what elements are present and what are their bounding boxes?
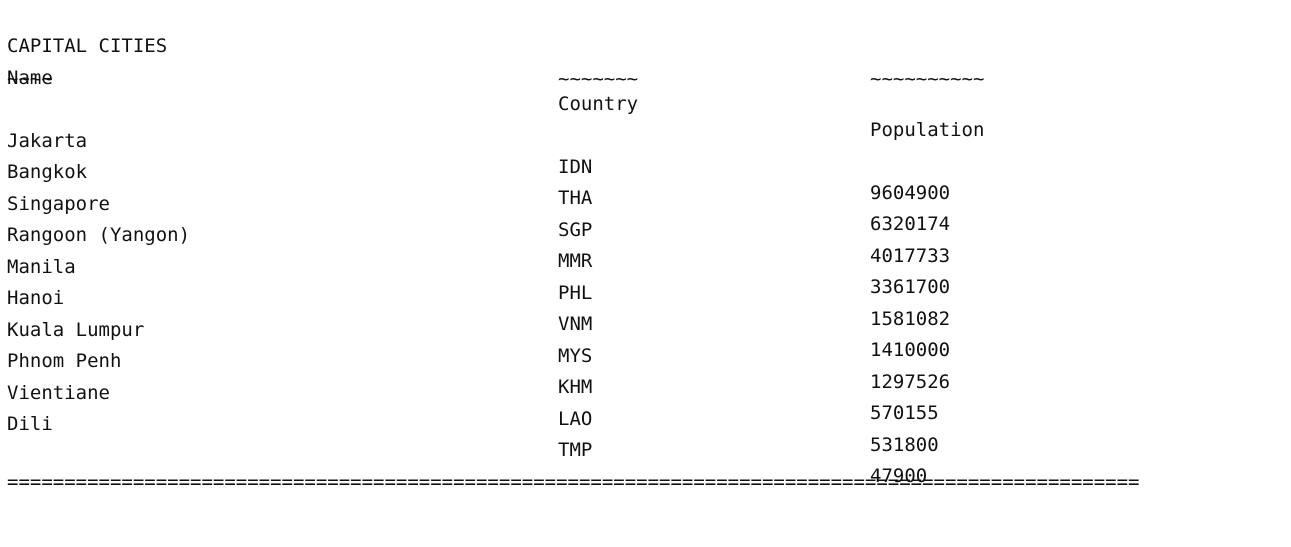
city-name: Manila [7, 255, 76, 278]
footer-separator: ========================================… [7, 470, 1140, 493]
population-value: 1581082 [870, 307, 951, 330]
table-row: Phnom Penh KHM 570155 [7, 322, 1277, 424]
country-code: SGP [558, 218, 593, 241]
city-name: Bangkok [7, 161, 88, 183]
table-row: Dili TMP 47900 [7, 385, 1277, 487]
header-row: Name Country Population [7, 39, 1277, 141]
population-value: 1410000 [870, 339, 951, 361]
city-name: Phnom Penh [7, 350, 122, 372]
table-row: Bangkok THA 6320174 [7, 133, 1277, 235]
header-population: Population [870, 118, 985, 141]
table-row: Vientiane LAO 531800 [7, 354, 1277, 456]
city-name: Rangoon (Yangon) [7, 224, 191, 246]
table-row: Manila PHL 1581082 [7, 228, 1277, 330]
country-code: IDN [558, 155, 593, 178]
country-code: KHM [558, 376, 593, 398]
population-value: 3361700 [870, 276, 951, 298]
table-row: Hanoi VNM 1410000 [7, 259, 1277, 361]
population-value: 570155 [870, 402, 939, 424]
population-value: 9604900 [870, 181, 951, 204]
country-code: VNM [558, 313, 593, 335]
header-underline-row: ~~~~ ~~~~~~~ ~~~~~~~~~~ [7, 68, 1277, 102]
city-name: Dili [7, 413, 53, 435]
header-name: Name [7, 66, 53, 89]
table-row: Singapore SGP 4017733 [7, 165, 1277, 267]
country-code: THA [558, 187, 593, 209]
city-name: Kuala Lumpur [7, 318, 145, 341]
table-row: Rangoon (Yangon) MMR 3361700 [7, 196, 1277, 298]
table-row: Jakarta IDN 9604900 [7, 102, 1277, 204]
country-code: MYS [558, 344, 593, 367]
city-name: Vientiane [7, 381, 110, 404]
population-value: 1297526 [870, 370, 951, 393]
country-code: TMP [558, 439, 593, 461]
underline-country: ~~~~~~~ [558, 68, 639, 90]
underline-population: ~~~~~~~~~~ [870, 68, 985, 90]
report-title: CAPITAL CITIES [7, 35, 168, 57]
city-name: Hanoi [7, 287, 65, 309]
console-output: CAPITAL CITIES Name Country Population ~… [7, 7, 1277, 493]
country-code: PHL [558, 281, 593, 304]
country-code: MMR [558, 250, 593, 272]
footer-line: ========================================… [7, 417, 1277, 493]
table-row: Kuala Lumpur MYS 1297526 [7, 291, 1277, 393]
city-name: Jakarta [7, 129, 88, 152]
report-title-line: CAPITAL CITIES [7, 7, 1277, 57]
header-country: Country [558, 92, 639, 115]
population-value: 4017733 [870, 244, 951, 267]
population-value: 531800 [870, 433, 939, 456]
population-value: 6320174 [870, 213, 951, 235]
city-name: Singapore [7, 192, 110, 215]
underline-name: ~~~~ [7, 68, 53, 90]
country-code: LAO [558, 407, 593, 430]
